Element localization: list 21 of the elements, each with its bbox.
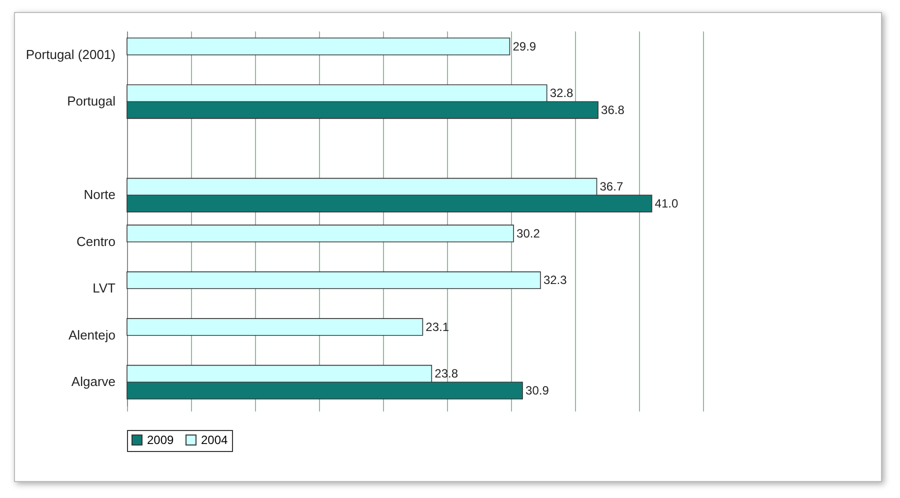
- y-tick-label: Portugal: [67, 94, 116, 109]
- y-tick-label: Algarve: [71, 374, 116, 390]
- data-label: 32.8: [550, 86, 574, 100]
- data-label: 36.7: [600, 180, 624, 194]
- y-tick-label: Alentejo: [68, 327, 116, 342]
- y-tick-label: LVT: [92, 280, 116, 296]
- y-tick-label: Centro: [76, 234, 116, 249]
- bar: [126, 318, 424, 336]
- y-tick-label: Norte: [84, 187, 116, 202]
- bar: [126, 224, 514, 242]
- y-tick-label: Portugal (2001): [26, 46, 116, 62]
- data-label: 29.9: [512, 39, 536, 54]
- bar: [126, 271, 541, 290]
- data-label: 41.0: [654, 196, 678, 211]
- data-label: 36.8: [601, 103, 625, 118]
- data-label: 32.3: [543, 273, 568, 288]
- bar: [126, 38, 510, 56]
- data-label: 30.2: [516, 226, 540, 240]
- legend-label: 2009: [147, 433, 174, 447]
- data-label: 30.9: [526, 384, 550, 398]
- legend-label: 2004: [201, 433, 228, 447]
